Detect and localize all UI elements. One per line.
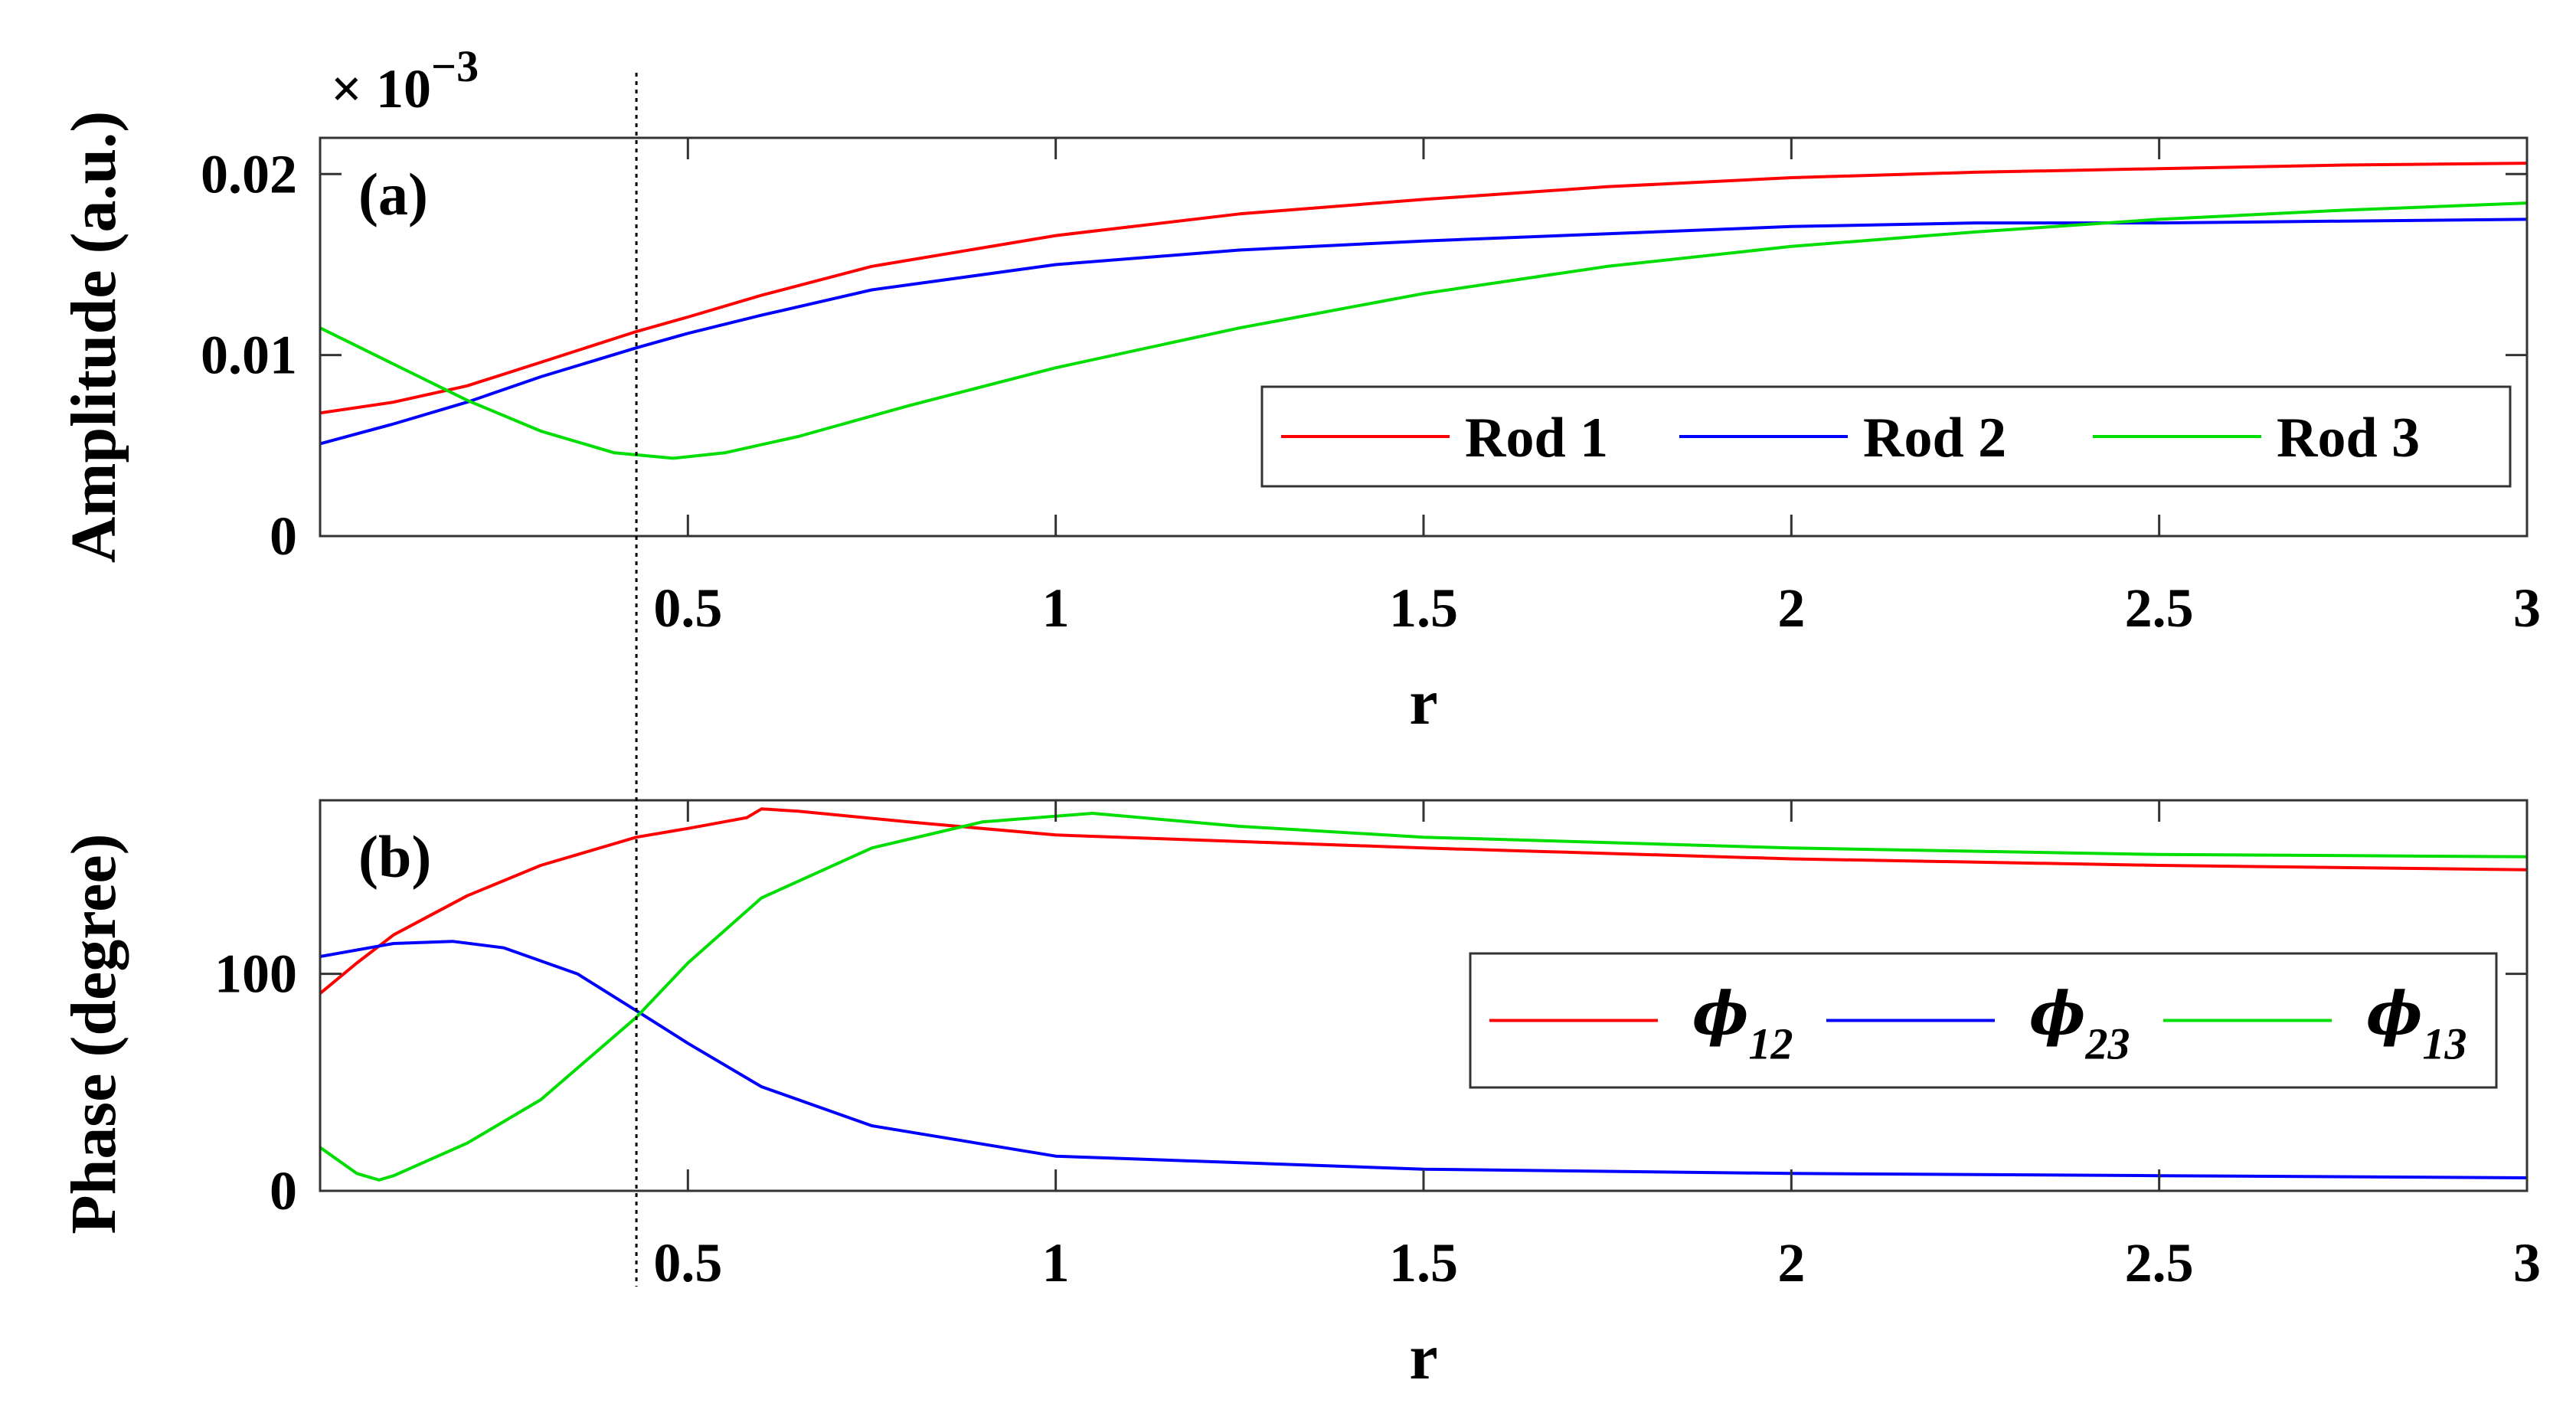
legend-symbol: ϕ <box>2366 979 2422 1049</box>
y-axis-label: Phase (degree) <box>58 833 129 1234</box>
x-tick-label: 0.5 <box>653 577 722 639</box>
x-tick-label: 1 <box>1042 1232 1070 1293</box>
exponent-power: −3 <box>431 41 479 91</box>
legend-subscript: 23 <box>2084 1019 2130 1069</box>
legend-entry-2: ϕ23 <box>2029 979 2130 1069</box>
panel-label: (a) <box>358 161 428 227</box>
x-tick-label: 3 <box>2513 577 2541 639</box>
series-line-1 <box>320 162 2527 415</box>
legend-symbol: ϕ <box>1692 979 1748 1049</box>
x-tick-label: 2.5 <box>2125 577 2194 639</box>
x-tick-label: 2.5 <box>2125 1232 2194 1293</box>
x-tick-label: 0.5 <box>653 1232 722 1293</box>
series-line-1 <box>320 807 2527 995</box>
y-tick-label: 0.01 <box>201 325 297 386</box>
x-tick-label: 2 <box>1777 1232 1805 1293</box>
x-tick-label: 1.5 <box>1389 577 1458 639</box>
legend: Rod 1 Rod 2 Rod 3 <box>1260 385 2512 488</box>
x-axis-label: r <box>1409 1322 1437 1393</box>
legend-box <box>1260 385 2512 488</box>
x-tick-label: 2 <box>1777 577 1805 639</box>
series-line-2 <box>320 940 2527 1179</box>
x-axis-label: r <box>1409 667 1437 738</box>
y-axis-label: Amplitude (a.u.) <box>58 111 129 563</box>
y-tick-label: 0 <box>270 505 297 567</box>
legend-subscript: 12 <box>1748 1019 1793 1069</box>
legend-subscript: 13 <box>2422 1019 2466 1069</box>
exponent-base: × 10 <box>331 58 431 119</box>
y-tick-label: 100 <box>214 943 297 1005</box>
exponent-label: × 10−3 <box>331 41 479 119</box>
x-tick-label: 1.5 <box>1389 1232 1458 1293</box>
y-tick-label: 0.02 <box>201 143 297 204</box>
series-line-3 <box>320 201 2527 460</box>
legend-entry-1: ϕ12 <box>1692 979 1793 1069</box>
legend: ϕ12 ϕ23 ϕ13 <box>1469 952 2498 1089</box>
y-tick-label: 0 <box>270 1160 297 1221</box>
legend-symbol: ϕ <box>2029 979 2085 1049</box>
series-line-2 <box>320 217 2527 446</box>
panel-label: (b) <box>358 823 431 890</box>
panel-a: 0.5 1 1.5 2 2.5 3 0 0.01 0.02 r Amplitude (a.u.) (a… <box>58 41 2541 738</box>
x-tick-label: 3 <box>2513 1232 2541 1293</box>
series-line-3 <box>320 812 2527 1182</box>
x-tick-label: 1 <box>1042 577 1070 639</box>
legend-entry-3: Rod 3 <box>2277 407 2420 469</box>
legend-entry-1: Rod 1 <box>1465 407 1608 469</box>
legend-entry-3: ϕ13 <box>2366 979 2466 1069</box>
legend-entry-2: Rod 2 <box>1863 407 2006 469</box>
